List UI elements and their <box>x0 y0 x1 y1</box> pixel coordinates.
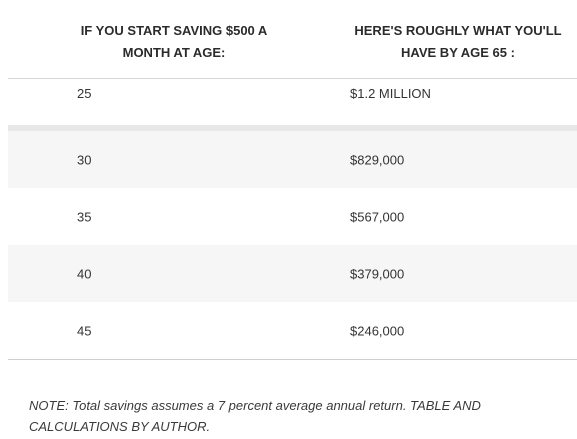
row-divider <box>8 125 577 131</box>
table-row: 35 $567,000 <box>8 188 577 245</box>
cell-start-age: 35 <box>77 209 92 224</box>
column-header-start-age: IF YOU START SAVING $500 A MONTH AT AGE: <box>80 23 268 60</box>
table-footnote: NOTE: Total savings assumes a 7 percent … <box>29 398 481 434</box>
cell-total-savings: $829,000 <box>350 152 405 167</box>
cell-total-savings: $379,000 <box>350 266 405 281</box>
cell-start-age: 45 <box>77 323 92 338</box>
cell-total-savings: $1.2 MILLION <box>350 86 431 101</box>
table-row: 40 $379,000 <box>8 245 577 302</box>
cell-start-age: 25 <box>77 86 92 101</box>
table-row: 25 $1.2 MILLION <box>8 79 577 125</box>
column-header-total-at-65: HERE'S ROUGHLY WHAT YOU'LL HAVE BY AGE 6… <box>354 23 562 60</box>
table-row: 45 $246,000 <box>8 302 577 359</box>
cell-total-savings: $246,000 <box>350 323 405 338</box>
table-bottom-rule <box>8 359 577 360</box>
table-row: 30 $829,000 <box>8 131 577 188</box>
table-header: IF YOU START SAVING $500 A MONTH AT AGE:… <box>8 0 577 79</box>
cell-start-age: 30 <box>77 152 92 167</box>
savings-table: IF YOU START SAVING $500 A MONTH AT AGE:… <box>8 0 577 360</box>
cell-total-savings: $567,000 <box>350 209 405 224</box>
cell-start-age: 40 <box>77 266 92 281</box>
